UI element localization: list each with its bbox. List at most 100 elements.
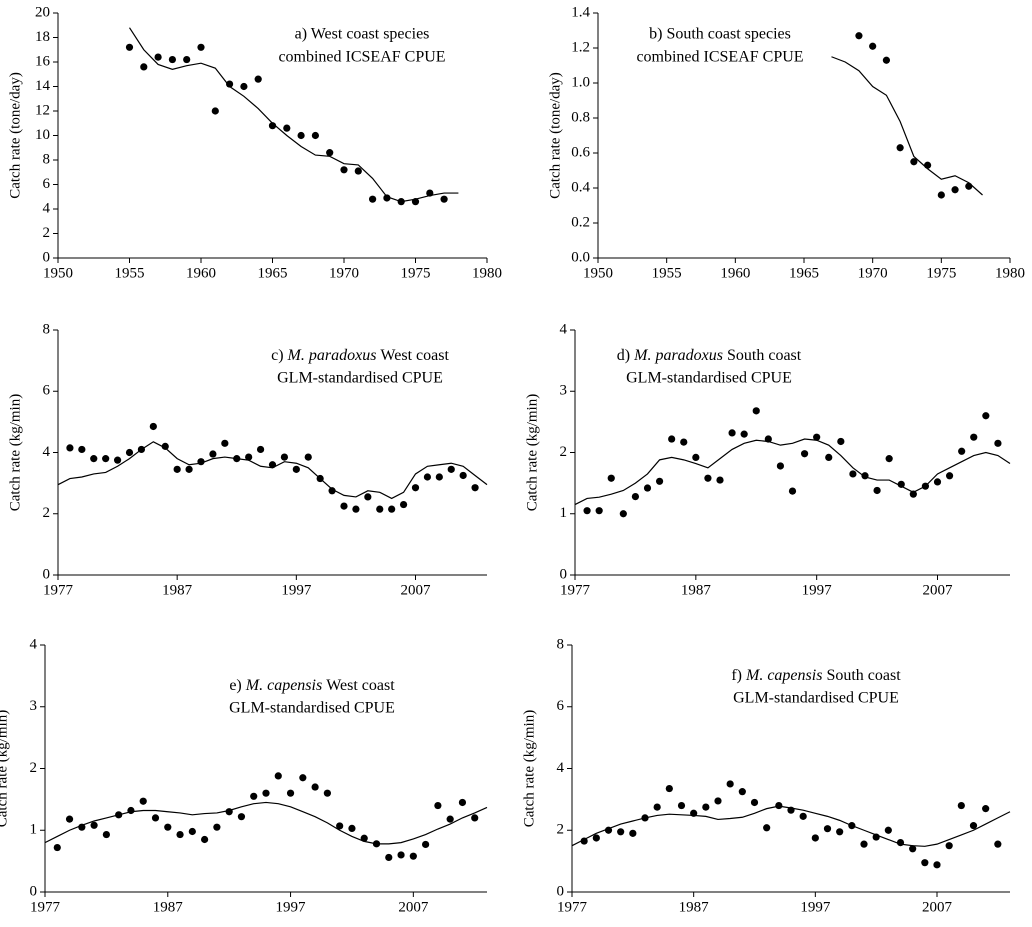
data-point — [921, 859, 929, 867]
y-tick-label: 2 — [43, 505, 51, 521]
data-point — [149, 422, 157, 431]
data-point — [607, 474, 615, 482]
y-axis-label: Catch rate (tone/day) — [7, 72, 23, 199]
data-point — [299, 774, 307, 782]
panel: 0 2 4 6 8 1977 1987 1997 2007 Catch rate (kg/min)… — [7, 321, 488, 598]
data-point — [311, 783, 319, 791]
data-point — [800, 450, 809, 458]
data-point — [245, 453, 253, 461]
data-point — [825, 453, 833, 461]
data-point — [173, 465, 181, 473]
data-point — [292, 465, 300, 473]
data-point — [383, 194, 391, 202]
x-tick-label: 1960 — [186, 265, 216, 281]
x-tick-label: 1977 — [557, 899, 588, 915]
data-point — [280, 453, 289, 461]
data-point — [426, 189, 434, 197]
data-point — [459, 471, 467, 480]
x-tick-label: 1997 — [276, 899, 307, 915]
data-point — [740, 430, 748, 438]
x-tick-label: 1987 — [679, 899, 710, 915]
data-point — [909, 845, 917, 853]
panel: 0 2 4 6 8 1977 1987 1997 2007 Catch rate (kg/min)… — [521, 636, 1011, 915]
y-tick-label: 2 — [560, 444, 568, 460]
data-point — [397, 198, 405, 206]
data-point — [323, 789, 331, 797]
trend-line — [831, 56, 983, 196]
panel-title: f) M. capensis South coast — [731, 667, 901, 684]
data-point — [704, 474, 712, 482]
data-point — [311, 131, 319, 140]
trend-line — [57, 441, 488, 500]
x-tick-label: 1970 — [329, 265, 359, 281]
data-point — [340, 166, 348, 174]
data-point — [471, 814, 479, 822]
data-point — [921, 482, 930, 490]
panel: 0 1 2 3 4 1977 1987 1997 2007 Catch rate (kg/min)… — [524, 321, 1011, 598]
data-point — [641, 814, 649, 822]
data-point — [176, 830, 184, 839]
data-point — [836, 828, 844, 836]
panel-subtitle: GLM-standardised CPUE — [626, 370, 792, 387]
x-tick-label: 1997 — [800, 899, 831, 915]
data-point — [776, 462, 785, 470]
y-tick-label: 2 — [557, 822, 565, 838]
x-tick-label: 1970 — [858, 265, 888, 281]
y-tick-label: 0.2 — [571, 214, 590, 230]
data-point — [102, 455, 110, 463]
data-point — [250, 792, 258, 800]
x-tick-label: 1977 — [43, 582, 74, 598]
data-point — [982, 805, 990, 813]
data-point — [873, 486, 881, 495]
data-point — [397, 851, 405, 859]
data-point — [237, 813, 246, 821]
data-point — [78, 823, 86, 831]
y-tick-label: 1.0 — [571, 74, 590, 90]
data-point — [471, 484, 479, 492]
panel-title: b) South coast species — [649, 26, 791, 43]
data-point — [240, 82, 248, 91]
data-point — [197, 43, 205, 51]
y-tick-label: 0.6 — [571, 144, 590, 160]
data-point — [183, 55, 191, 64]
panel-title: c) M. paradoxus West coast — [271, 347, 449, 364]
data-point — [994, 840, 1002, 848]
y-tick-label: 4 — [30, 636, 38, 652]
data-point — [262, 789, 270, 797]
y-tick-label: 20 — [35, 4, 50, 20]
data-point — [233, 455, 241, 463]
data-point — [125, 43, 134, 51]
title-prefix: e) — [229, 677, 241, 694]
data-point — [447, 465, 455, 473]
data-point — [668, 435, 676, 443]
panel-title: d) M. paradoxus South coast — [617, 347, 802, 364]
data-point — [595, 507, 603, 515]
data-point — [716, 476, 724, 484]
x-tick-label: 1965 — [789, 265, 819, 281]
data-point — [728, 429, 736, 437]
x-tick-label: 1997 — [802, 582, 833, 598]
x-tick-label: 1987 — [153, 899, 184, 915]
data-point — [909, 490, 917, 498]
data-point — [102, 830, 110, 839]
data-point — [811, 834, 819, 842]
data-point — [665, 784, 673, 793]
data-point — [872, 833, 880, 841]
data-point — [994, 439, 1002, 447]
data-point — [168, 55, 176, 64]
panel-subtitle: combined ICSEAF CPUE — [636, 49, 803, 66]
species-name: M. capensis — [745, 667, 822, 684]
x-tick-label: 1975 — [926, 265, 956, 281]
data-point — [352, 505, 360, 513]
title-prefix: c) — [271, 347, 283, 364]
title-rest: West coast — [326, 677, 395, 694]
data-point — [66, 444, 74, 452]
title-rest: West coast — [380, 347, 449, 364]
data-point — [254, 75, 262, 83]
data-point — [897, 480, 905, 488]
data-point — [896, 144, 904, 152]
x-tick-label: 1977 — [30, 899, 61, 915]
data-point — [411, 484, 420, 492]
y-tick-label: 4 — [43, 200, 51, 216]
x-tick-label: 1980 — [472, 265, 502, 281]
